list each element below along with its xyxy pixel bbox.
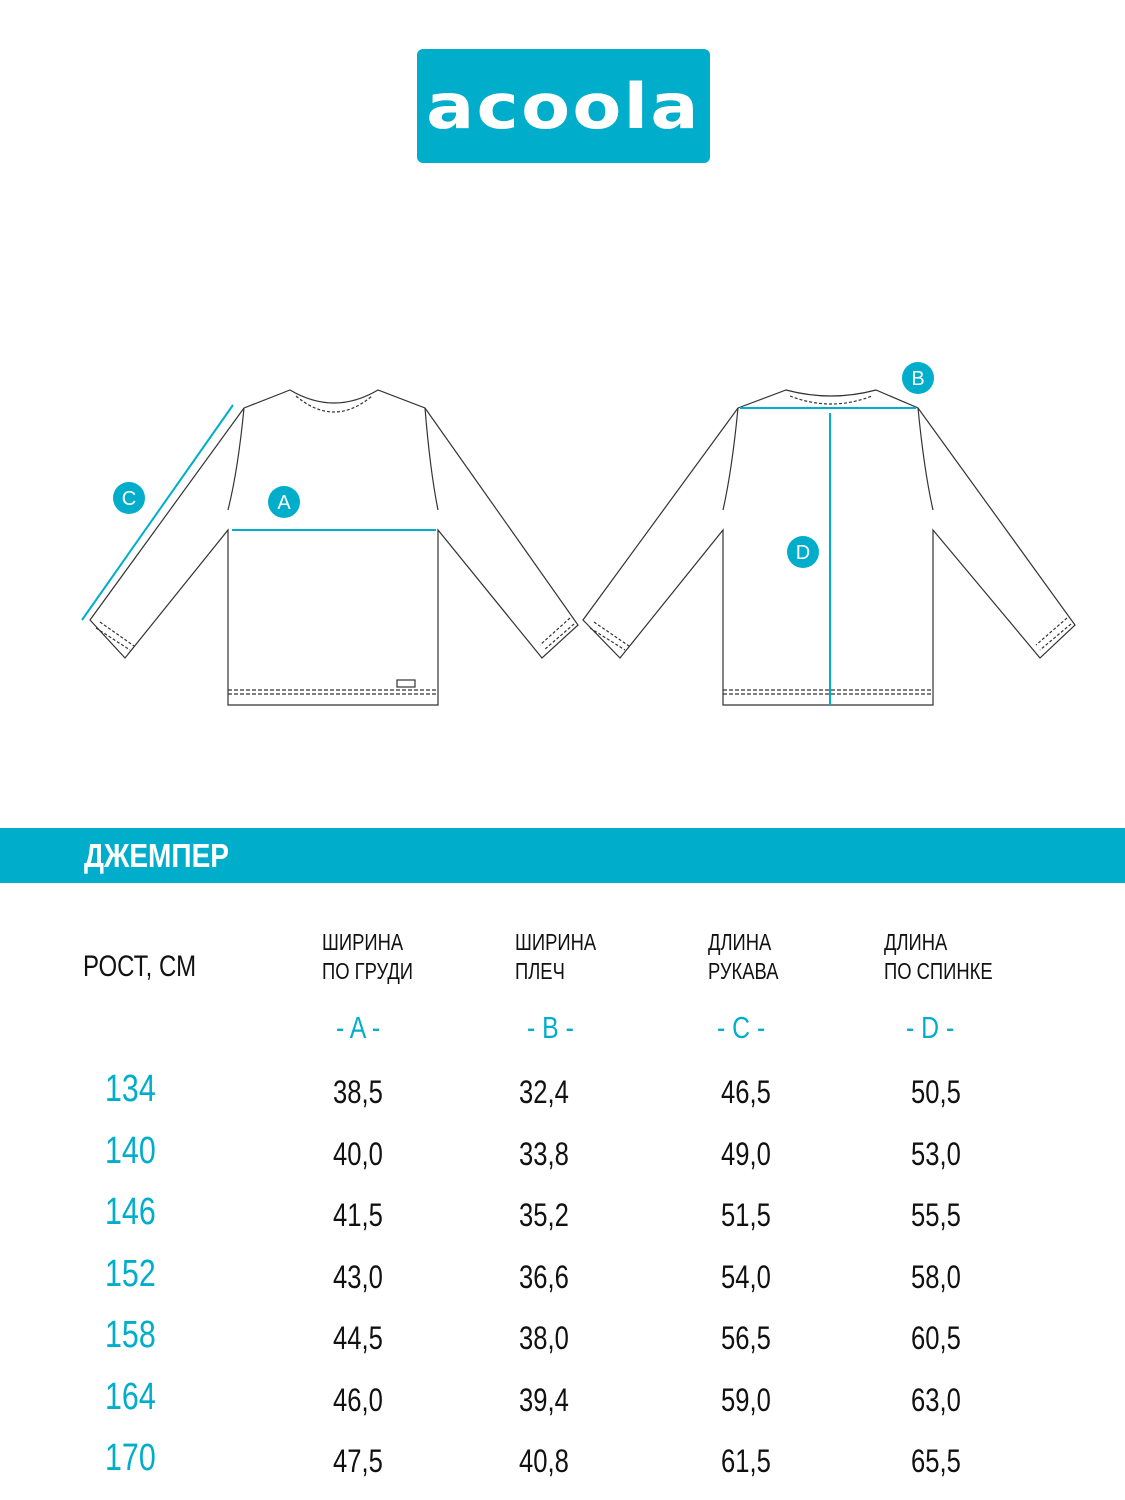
measure-cell: 47,5 (333, 1443, 383, 1479)
measure-cell: 39,4 (519, 1381, 569, 1418)
height-cell: 152 (105, 1252, 156, 1295)
column-letter-c: - C - (717, 1010, 766, 1045)
column-header-b: ШИРИНА ПЛЕЧ (515, 928, 596, 986)
column-letter-a: - A - (336, 1010, 381, 1045)
column-header-height: РОСТ, СМ (83, 950, 197, 983)
column-letter-b: - B - (527, 1010, 574, 1045)
measure-cell: 46,0 (333, 1381, 383, 1418)
measure-cell: 38,5 (333, 1074, 383, 1110)
column-header-c: ДЛИНА РУКАВА (708, 928, 778, 986)
measure-cell: 38,0 (519, 1320, 569, 1356)
measure-cell: 53,0 (911, 1135, 961, 1172)
measure-cell: 55,5 (911, 1197, 961, 1233)
label-d: D (796, 542, 810, 564)
measure-cell: 60,5 (911, 1320, 961, 1356)
measure-cell: 40,8 (519, 1443, 569, 1479)
measure-cell: 59,0 (721, 1381, 771, 1418)
measure-cell: 44,5 (333, 1320, 383, 1356)
measure-cell: 33,8 (519, 1135, 569, 1172)
label-b-badge (902, 362, 934, 394)
height-cell: 140 (105, 1129, 156, 1172)
header-line: ПО СПИНКЕ (884, 958, 993, 984)
measure-cell: 63,0 (911, 1381, 961, 1418)
measure-cell: 58,0 (911, 1258, 961, 1295)
height-cell: 134 (105, 1068, 156, 1110)
measure-cell: 54,0 (721, 1258, 771, 1295)
measure-cell: 32,4 (519, 1074, 569, 1110)
front-view (89, 389, 579, 706)
measure-cell: 49,0 (721, 1135, 771, 1172)
column-header-a: ШИРИНА ПО ГРУДИ (322, 928, 413, 986)
brand-logo: acoola (417, 49, 710, 163)
height-cell: 146 (105, 1191, 156, 1233)
header-line: ПО ГРУДИ (322, 958, 414, 984)
measure-cell: 40,0 (333, 1135, 383, 1172)
header-line: ДЛИНА (884, 929, 948, 955)
measure-cell: 51,5 (721, 1197, 771, 1233)
measure-cell: 36,6 (519, 1258, 569, 1295)
height-cell: 170 (105, 1437, 156, 1479)
label-b: B (911, 368, 924, 390)
label-a: A (277, 492, 291, 514)
label-c-badge (113, 482, 145, 514)
height-cell: 158 (105, 1314, 156, 1356)
column-letter-d: - D - (906, 1010, 955, 1045)
label-c: C (122, 488, 136, 510)
column-header-d: ДЛИНА ПО СПИНКЕ (884, 928, 993, 986)
measure-cell: 65,5 (911, 1443, 961, 1479)
measure-cell: 43,0 (333, 1258, 383, 1295)
label-d-badge (787, 536, 819, 568)
header-line: ДЛИНА (708, 929, 772, 955)
measure-cell: 35,2 (519, 1197, 569, 1233)
measure-cell: 41,5 (333, 1197, 383, 1233)
measure-cell: 56,5 (721, 1320, 771, 1356)
section-title: ДЖЕМПЕР (84, 837, 229, 874)
header-line: ПЛЕЧ (515, 958, 565, 984)
logo-text: acoola (426, 69, 701, 143)
header-line: ШИРИНА (515, 929, 597, 955)
measure-cell: 61,5 (721, 1443, 771, 1479)
measure-cell: 50,5 (911, 1074, 961, 1110)
garment-diagram: A B C D (81, 362, 1076, 706)
back-view (582, 389, 1076, 706)
measure-cell: 46,5 (721, 1074, 771, 1110)
section-header: ДЖЕМПЕР (0, 828, 1125, 883)
height-cell: 164 (105, 1375, 156, 1418)
header-line: РУКАВА (708, 958, 779, 984)
measure-c-line (81, 404, 234, 621)
label-a-badge (268, 486, 300, 518)
header-line: ШИРИНА (322, 929, 404, 955)
